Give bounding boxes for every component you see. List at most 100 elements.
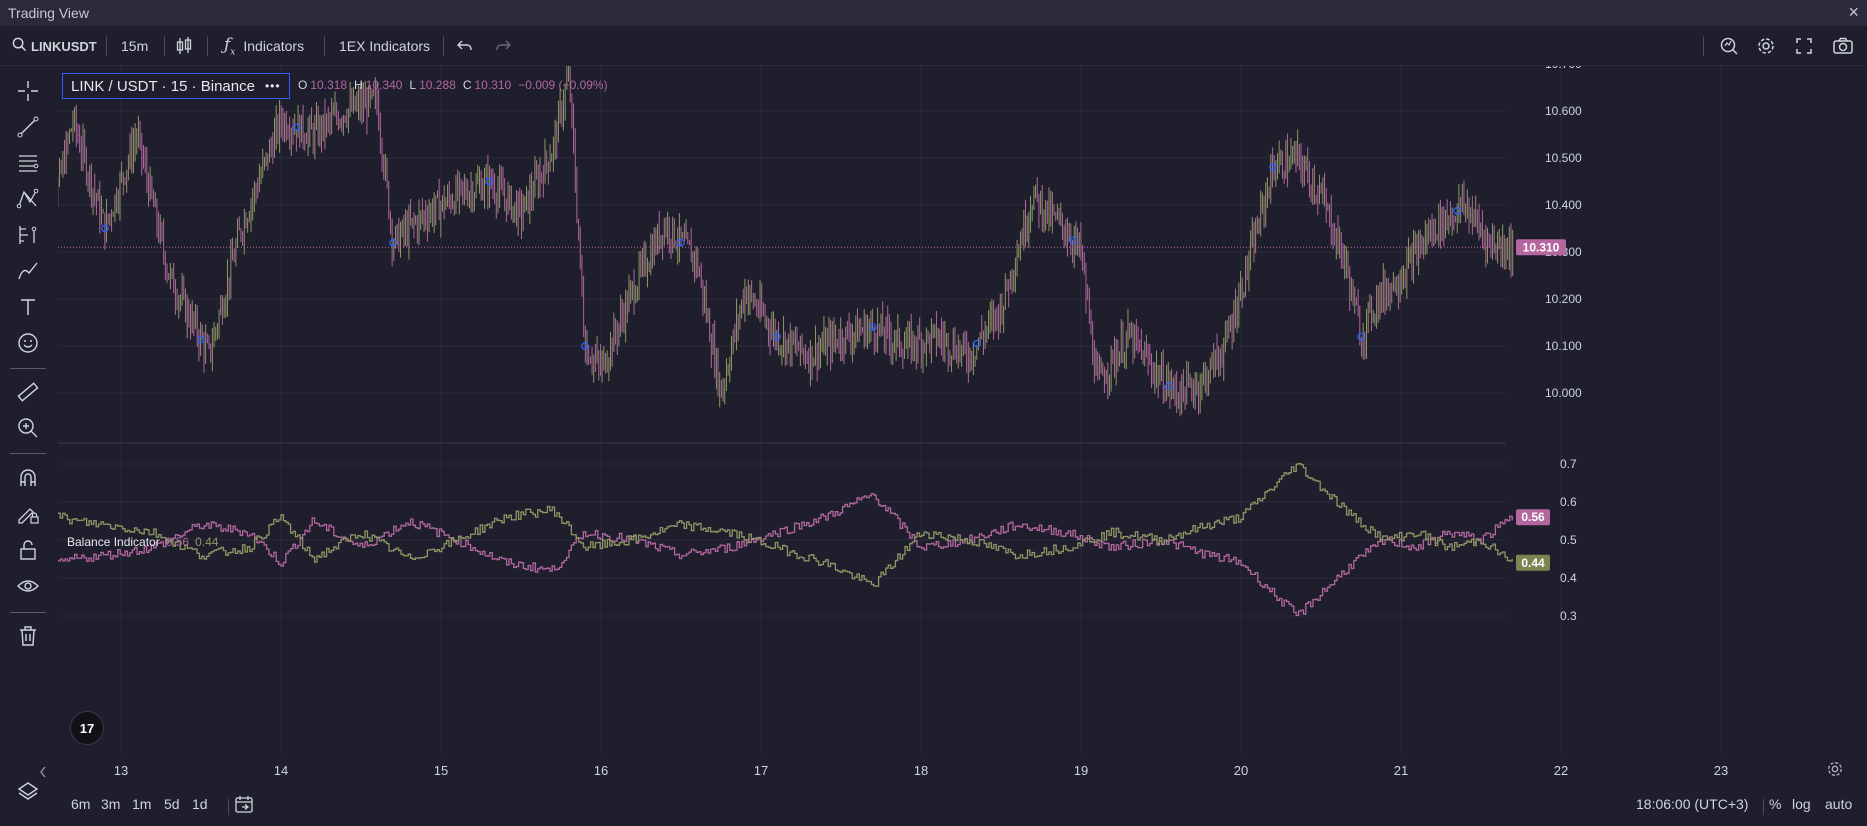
forecast-icon[interactable] bbox=[12, 220, 44, 250]
balance-value-1: 0.56 bbox=[165, 535, 190, 549]
signal-marker bbox=[101, 224, 109, 233]
symbol-title: LINK / USDT · 15 · Binance bbox=[71, 77, 255, 95]
symbol-search-button[interactable]: LINKUSDT bbox=[12, 27, 97, 65]
toolbar-divider bbox=[443, 36, 444, 56]
undo-icon[interactable] bbox=[456, 27, 474, 65]
open-key: O bbox=[298, 78, 308, 92]
log-toggle[interactable]: log bbox=[1792, 796, 1811, 812]
candles-icon[interactable] bbox=[175, 27, 193, 65]
window-titlebar: Trading View × bbox=[0, 0, 1867, 26]
toolbar-divider bbox=[207, 36, 208, 56]
interval-button[interactable]: 15m bbox=[121, 38, 149, 54]
window-title: Trading View bbox=[8, 5, 89, 21]
range-6m-button[interactable]: 6m bbox=[71, 796, 91, 812]
lock-drawing-icon[interactable] bbox=[12, 499, 44, 529]
chart-background bbox=[58, 66, 1867, 786]
balance-value-tag bbox=[1516, 509, 1550, 526]
oneex-indicators-button[interactable]: 1EX Indicators bbox=[339, 38, 431, 54]
symbol-legend-title[interactable]: LINK / USDT · 15 · Binance ••• bbox=[62, 73, 290, 99]
balance-value-tag-label: 0.44 bbox=[1521, 556, 1545, 570]
camera-icon[interactable] bbox=[1832, 27, 1854, 65]
last-price-label: 10.310 bbox=[1523, 240, 1560, 254]
indicators-button[interactable]: ƒx Indicators bbox=[224, 27, 304, 65]
signal-marker bbox=[197, 335, 205, 344]
emoji-icon[interactable] bbox=[12, 328, 44, 358]
y-tick-label: 10.600 bbox=[1545, 104, 1582, 118]
x-tick-label: 14 bbox=[274, 763, 288, 778]
indicators-label: Indicators bbox=[243, 38, 305, 54]
balance-indicator-name: Balance Indicator bbox=[67, 535, 160, 549]
text-tool-icon[interactable] bbox=[12, 292, 44, 322]
function-icon: ƒx bbox=[224, 34, 236, 58]
osc-tick-label: 0.7 bbox=[1560, 457, 1577, 471]
close-key: C bbox=[462, 78, 472, 92]
toolbar-divider bbox=[10, 368, 46, 369]
y-tick-label: 10.400 bbox=[1545, 198, 1582, 212]
symbol-label: LINKUSDT bbox=[31, 38, 97, 54]
toolbar-divider bbox=[106, 36, 107, 56]
tradingview-logo[interactable]: 17 bbox=[70, 711, 104, 745]
lock-icon[interactable] bbox=[12, 535, 44, 565]
eye-icon[interactable] bbox=[12, 571, 44, 601]
x-tick-label: 23 bbox=[1714, 763, 1728, 778]
magnet-icon[interactable] bbox=[12, 463, 44, 493]
quick-search-icon[interactable] bbox=[1719, 27, 1739, 65]
toolbar-divider bbox=[324, 36, 325, 56]
balance-indicator-legend[interactable]: Balance Indicator 0.56 0.44 bbox=[67, 535, 218, 549]
osc-tick-label: 0.4 bbox=[1560, 571, 1577, 585]
y-tick-label: 10.200 bbox=[1545, 292, 1582, 306]
percent-toggle[interactable]: % bbox=[1769, 796, 1782, 812]
signal-marker bbox=[677, 238, 685, 247]
balance-series-line bbox=[58, 492, 1513, 617]
ruler-icon[interactable] bbox=[12, 377, 44, 407]
brush-icon[interactable] bbox=[12, 256, 44, 286]
low-value: 10.288 bbox=[419, 78, 456, 92]
fullscreen-icon[interactable] bbox=[1795, 27, 1813, 65]
trash-icon[interactable] bbox=[12, 621, 44, 651]
open-value: 10.318 bbox=[310, 78, 348, 92]
y-tick-label: 10.700 bbox=[1545, 66, 1582, 71]
trend-line-icon[interactable] bbox=[12, 112, 44, 142]
clock-time[interactable]: 18:06:00 (UTC+3) bbox=[1636, 796, 1749, 812]
pattern-icon[interactable] bbox=[12, 184, 44, 214]
signal-marker bbox=[1453, 207, 1461, 215]
top-toolbar: LINKUSDT 15m ƒx Indicators 1EX Indicator… bbox=[0, 27, 1867, 66]
ohlc-legend: O 10.318 H 10.340 L 10.288 C 10.310 −0.009 (… bbox=[298, 78, 612, 92]
auto-toggle[interactable]: auto bbox=[1825, 796, 1853, 812]
redo-icon[interactable] bbox=[494, 27, 512, 65]
toolbar-divider bbox=[1703, 36, 1704, 56]
signal-marker bbox=[1357, 332, 1365, 341]
high-key: H bbox=[354, 78, 363, 92]
go-to-date-icon[interactable] bbox=[234, 794, 254, 817]
collapse-chevron-icon[interactable] bbox=[36, 757, 50, 787]
fib-retracement-icon[interactable] bbox=[12, 148, 44, 178]
signal-marker bbox=[1069, 236, 1077, 245]
toolbar-divider bbox=[164, 36, 165, 56]
range-5d-button[interactable]: 5d bbox=[164, 796, 180, 812]
last-price-tag bbox=[1516, 239, 1566, 256]
x-tick-label: 20 bbox=[1234, 763, 1248, 778]
range-1m-button[interactable]: 1m bbox=[132, 796, 152, 812]
signal-marker bbox=[389, 238, 397, 247]
close-window-button[interactable]: × bbox=[1848, 2, 1859, 22]
crosshair-icon[interactable] bbox=[12, 76, 44, 106]
x-tick-label: 15 bbox=[434, 763, 448, 778]
layers-icon[interactable] bbox=[12, 776, 44, 806]
signal-marker bbox=[581, 342, 589, 350]
range-1d-button[interactable]: 1d bbox=[192, 796, 208, 812]
more-options-icon[interactable]: ••• bbox=[264, 79, 281, 93]
y-tick-label: 10.000 bbox=[1545, 386, 1582, 400]
x-tick-label: 18 bbox=[914, 763, 928, 778]
osc-tick-label: 0.3 bbox=[1560, 609, 1577, 623]
signal-marker bbox=[869, 323, 877, 332]
signal-marker bbox=[773, 332, 781, 341]
toolbar-divider bbox=[10, 612, 46, 613]
zoom-in-icon[interactable] bbox=[12, 413, 44, 443]
range-3m-button[interactable]: 3m bbox=[101, 796, 121, 812]
chart-settings-gear-icon[interactable] bbox=[1826, 760, 1844, 783]
balance-value-2: 0.44 bbox=[195, 535, 219, 549]
high-value: 10.340 bbox=[365, 78, 403, 92]
search-icon bbox=[12, 37, 27, 55]
chart-canvas[interactable]: 13 14 15 16 17 18 19 20 21 22 23 10.700 10.600 10.500… bbox=[58, 66, 1867, 786]
gear-icon[interactable] bbox=[1756, 27, 1776, 65]
